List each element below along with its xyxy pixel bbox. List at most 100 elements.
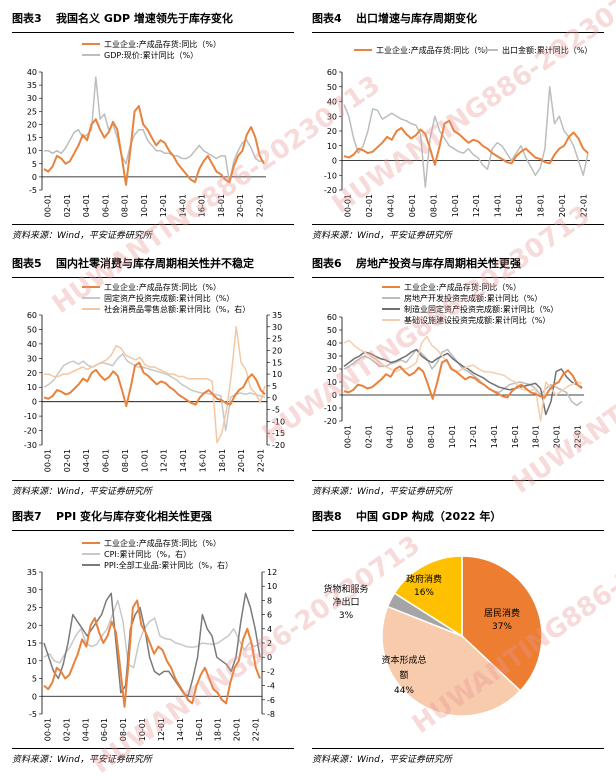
y2-tick-label: 10 bbox=[267, 582, 277, 591]
y2-tick-label: 12 bbox=[267, 568, 277, 577]
x-tick-label: 14-01 bbox=[494, 194, 503, 217]
x-tick-label: 06-01 bbox=[408, 194, 417, 217]
chart-svg-fig3: -5 0 5 10 15 20 25 30 35 40 00-01 02-01 04-01 06-01 08… bbox=[27, 39, 266, 217]
series-line-0 bbox=[43, 599, 261, 708]
y-tick-label: 20 bbox=[27, 120, 37, 129]
legend-label: CPI:累计同比（%，右） bbox=[104, 549, 191, 559]
y-tick-label: 40 bbox=[327, 98, 337, 107]
title-rule bbox=[12, 277, 294, 278]
title-rule bbox=[12, 530, 294, 531]
pie-label: 16% bbox=[414, 588, 434, 598]
x-tick-label: 08-01 bbox=[121, 449, 130, 472]
legend-label: 工业企业:产成品存货:同比（%） bbox=[104, 282, 221, 292]
x-tick-label: 22-01 bbox=[574, 425, 583, 448]
x-tick-label: 22-01 bbox=[256, 194, 265, 217]
x-tick-label: 08-01 bbox=[119, 718, 128, 741]
y-tick-label: 10 bbox=[327, 378, 337, 387]
y-tick-label: 20 bbox=[27, 621, 37, 630]
x-tick-label: 14-01 bbox=[490, 425, 499, 448]
source-rule bbox=[12, 480, 294, 481]
y-tick-label: 20 bbox=[327, 127, 337, 136]
x-tick-label: 18-01 bbox=[532, 425, 541, 448]
source-note: 资料来源：Wind，平安证券研究所 bbox=[12, 755, 152, 765]
chart-title: 图表5 国内社零消费与库存周期相关性并不稳定 bbox=[12, 255, 254, 273]
y-tick-label: 35 bbox=[27, 568, 37, 577]
x-tick-label: 06-01 bbox=[102, 449, 111, 472]
x-tick-label: 12-01 bbox=[159, 194, 168, 217]
legend-label: 固定资产投资完成额:累计同比（%） bbox=[104, 293, 234, 303]
y-tick-label: 60 bbox=[327, 68, 337, 77]
legend-label: 制造业固定资产投资完成额:累计同比（%） bbox=[404, 304, 558, 314]
series-line-1 bbox=[343, 86, 589, 188]
y2-tick-label: -10 bbox=[272, 417, 285, 426]
y-tick-label: 30 bbox=[27, 586, 37, 595]
y2-tick-label: 2 bbox=[267, 639, 272, 648]
y-tick-label: 0 bbox=[332, 157, 337, 166]
legend-label: 工业企业:产成品存货:同比（%） bbox=[104, 39, 221, 49]
source-rule bbox=[312, 224, 604, 225]
chart-panel-fig3: 图表3 我国名义 GDP 增速领先于库存变化 资料来源：Wind，平安证券研究所 -5… bbox=[12, 10, 294, 242]
figure-title: 国内社零消费与库存周期相关性并不稳定 bbox=[56, 257, 254, 270]
y-tick-label: -10 bbox=[324, 171, 337, 180]
x-tick-label: 12-01 bbox=[157, 718, 166, 741]
title-rule bbox=[12, 32, 294, 33]
chart-svg-fig7: -5 0 5 10 15 20 25 30 35 -8 -6 -4 -2 0 2 4 6 8 10 12 00-01 02… bbox=[27, 538, 277, 741]
figure-number: 图表5 bbox=[12, 257, 42, 270]
x-tick-label: 04-01 bbox=[82, 449, 91, 472]
y-tick-label: 20 bbox=[327, 365, 337, 374]
chart-panel-fig8: 图表8 中国 GDP 构成（2022 年） 资料来源：Wind，平安证券研究所 居民消… bbox=[312, 508, 604, 770]
pie-label: 37% bbox=[492, 622, 512, 632]
y-tick-label: 15 bbox=[27, 639, 37, 648]
y-tick-label: -5 bbox=[29, 710, 37, 719]
chart-svg-fig5: -30 -20 -10 0 10 20 30 40 50 60 -20 -15 -10 -5 0 5 10 15 2… bbox=[24, 282, 285, 472]
source-note: 资料来源：Wind，平安证券研究所 bbox=[312, 755, 452, 765]
y-tick-label: 40 bbox=[327, 339, 337, 348]
series-line-1 bbox=[43, 599, 261, 669]
x-tick-label: 14-01 bbox=[179, 449, 188, 472]
chart-svg-fig4: -20 -10 0 10 20 30 40 50 60 00-01 02-01 04-01 06-01 0… bbox=[324, 45, 592, 217]
y-tick-label: 30 bbox=[327, 112, 337, 121]
series-line-1 bbox=[43, 353, 266, 432]
y2-tick-label: -5 bbox=[272, 406, 280, 415]
y2-tick-label: 0 bbox=[267, 653, 272, 662]
y-tick-label: 5 bbox=[32, 160, 37, 169]
legend-label: 出口金额:累计同比（%） bbox=[502, 45, 592, 55]
x-tick-label: 12-01 bbox=[160, 449, 169, 472]
y-tick-label: -5 bbox=[29, 186, 37, 195]
y2-tick-label: 20 bbox=[272, 346, 282, 355]
x-tick-label: 18-01 bbox=[214, 718, 223, 741]
x-tick-label: 06-01 bbox=[406, 425, 415, 448]
x-tick-label: 20-01 bbox=[558, 194, 567, 217]
pie-slice-0 bbox=[461, 555, 543, 692]
x-tick-label: 08-01 bbox=[121, 194, 130, 217]
x-tick-label: 12-01 bbox=[472, 194, 481, 217]
chart-title: 图表4 出口增速与库存周期变化 bbox=[312, 10, 477, 28]
x-tick-label: 02-01 bbox=[63, 194, 72, 217]
y-tick-label: 60 bbox=[27, 311, 37, 320]
y-tick-label: -10 bbox=[24, 412, 37, 421]
legend-label: 工业企业:产成品存货:同比（%） bbox=[104, 538, 221, 548]
y-tick-label: 20 bbox=[27, 369, 37, 378]
y2-tick-label: -20 bbox=[272, 441, 285, 450]
x-tick-label: 06-01 bbox=[100, 718, 109, 741]
y2-tick-label: 15 bbox=[272, 358, 282, 367]
chart-panel-fig6: 图表6 房地产投资与库存周期相关性更强 资料来源：Wind，平安证券研究所 -20 -1… bbox=[312, 255, 604, 497]
figure-number: 图表6 bbox=[312, 257, 342, 270]
x-tick-label: 02-01 bbox=[364, 425, 373, 448]
source-rule bbox=[312, 748, 604, 749]
y2-tick-label: 6 bbox=[267, 611, 272, 620]
series-line-3 bbox=[343, 335, 583, 422]
x-tick-label: 20-01 bbox=[237, 449, 246, 472]
x-tick-label: 20-01 bbox=[236, 194, 245, 217]
y-tick-label: 15 bbox=[27, 134, 37, 143]
y-tick-label: 0 bbox=[332, 391, 337, 400]
chart-title: 图表6 房地产投资与库存周期相关性更强 bbox=[312, 255, 521, 273]
x-tick-label: 16-01 bbox=[511, 425, 520, 448]
y-tick-label: 0 bbox=[32, 398, 37, 407]
figure-number: 图表7 bbox=[12, 510, 42, 523]
y-tick-label: 10 bbox=[27, 657, 37, 666]
x-tick-label: 08-01 bbox=[427, 425, 436, 448]
title-rule bbox=[312, 32, 604, 33]
y-tick-label: 30 bbox=[327, 352, 337, 361]
x-tick-label: 00-01 bbox=[44, 718, 53, 741]
